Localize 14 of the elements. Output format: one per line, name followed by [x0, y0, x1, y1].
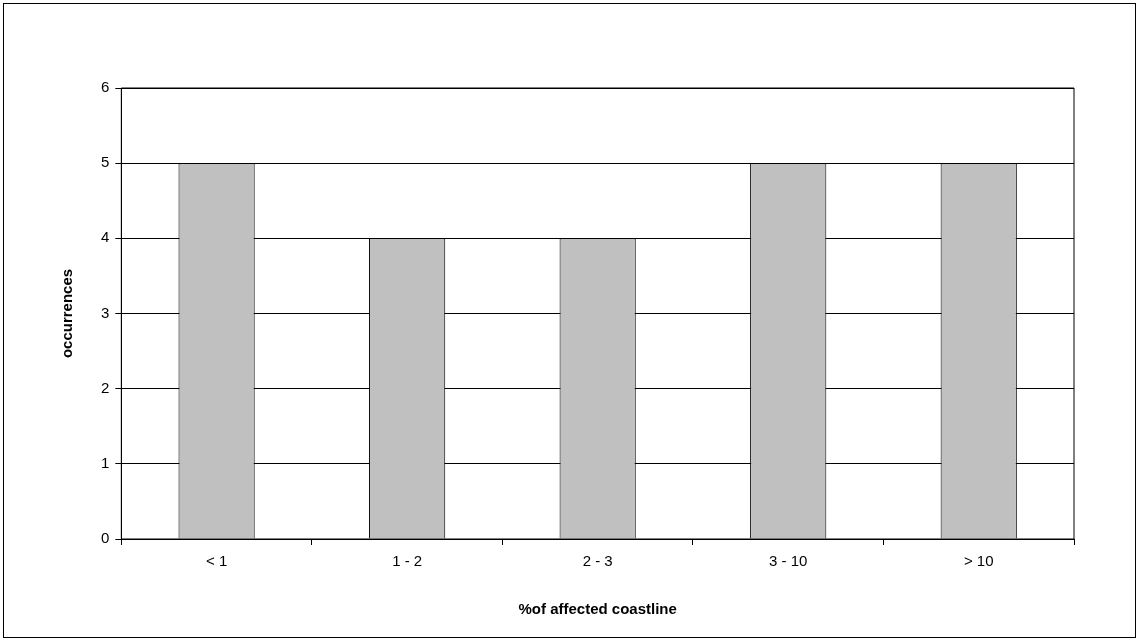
y-tick-label: 2: [101, 378, 110, 396]
y-tick-label: 0: [101, 529, 110, 547]
y-tick-label: 6: [101, 78, 110, 96]
x-axis-title: %of affected coastline: [518, 600, 677, 618]
y-tick-label: 3: [101, 303, 110, 321]
y-tick-label: 5: [101, 153, 110, 171]
x-tick-label: 2 - 3: [582, 552, 613, 570]
y-axis-title: occurrences: [58, 268, 76, 359]
x-tick-label: > 10: [963, 552, 994, 570]
x-tick-label: 3 - 10: [769, 552, 808, 570]
y-tick-label: 1: [101, 453, 110, 471]
x-tick-label: < 1: [205, 552, 228, 570]
x-tick-label: 1 - 2: [392, 552, 423, 570]
y-tick-label: 4: [101, 228, 110, 246]
